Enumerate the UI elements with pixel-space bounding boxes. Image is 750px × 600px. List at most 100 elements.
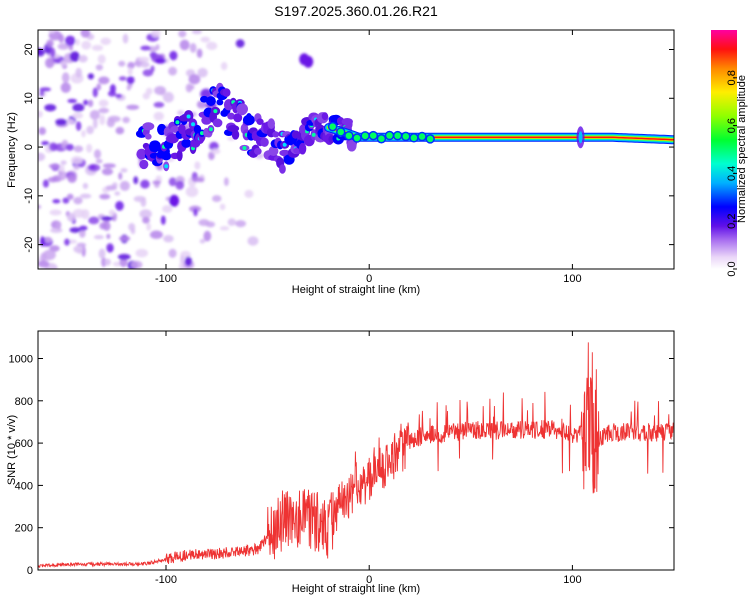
noise-blob [197,67,208,78]
ridge-hot-spot [242,145,247,150]
noise-blob [61,72,70,84]
spectrogram-ytick-label: -20 [23,237,35,253]
noise-blob [79,228,86,238]
snr-xtick-label: 100 [563,574,581,586]
snr-content [38,342,674,569]
noise-blob [153,101,165,108]
noise-blob [133,176,139,185]
track-bead [425,134,435,144]
noise-blob [98,248,106,259]
noise-blob [162,91,174,103]
ridge-blob [205,96,216,106]
noise-blob [154,58,167,64]
noise-blob [149,230,163,239]
noise-blob [91,44,104,51]
noise-blob [126,76,135,85]
ridge-blob [279,164,286,174]
noise-blob [104,258,111,266]
noise-blob [153,111,164,121]
noise-blob [86,143,93,153]
noise-blob [220,61,228,71]
noise-blob [89,164,96,170]
noise-blob [101,168,114,176]
noise-blob [118,235,131,242]
noise-blob [73,145,84,153]
noise-blob [69,51,80,62]
noise-blob [140,61,150,68]
noise-blob [191,177,205,183]
snr-ytick-label: 600 [15,438,33,450]
noise-blob [98,76,110,85]
ridge-hot-spot [199,131,204,136]
noise-blob [73,165,80,171]
noise-blob [139,209,152,219]
track-bead [352,133,362,143]
noise-blob [38,48,45,57]
ridge-blob [142,122,155,131]
noise-blob [59,164,65,173]
snr-frame [37,330,675,571]
colorbar-tick-label: 0.8 [726,70,738,85]
ridge-hot-spot [213,109,218,114]
noise-blob [88,99,94,108]
spectrogram-ridge-blobs [135,82,358,174]
noise-blob [62,197,70,204]
ridge-blob [176,149,183,162]
noise-blob [64,35,76,46]
noise-blob [122,116,130,124]
noise-blob [177,110,185,116]
noise-blob [179,39,190,51]
noise-blob [78,55,88,63]
noise-blob [180,255,185,263]
noise-blob [48,30,56,34]
snr-xtick-label: -100 [155,574,177,586]
noise-blob [55,118,68,126]
colorbar-gradient [711,30,737,269]
ridge-hot-spot [208,127,213,132]
noise-blob [42,179,49,188]
noise-blob [97,54,106,64]
noise-blob [115,126,125,135]
noise-blob [244,189,254,198]
noise-blob [203,230,212,242]
noise-blob [95,64,104,71]
colorbar-tick-label: 0.0 [726,261,738,276]
noise-blob [60,82,71,93]
ridge-blob [212,118,223,128]
ridge-hot-spot [311,132,316,137]
ridge-blob [233,113,243,123]
noise-blob [38,152,46,162]
noise-blob [154,85,166,95]
ridge-blob [298,142,307,155]
noise-blob [75,38,80,46]
noise-blob [60,60,67,67]
noise-blob [57,43,70,50]
noise-blob [127,61,135,70]
noise-blob [211,195,222,202]
noise-blob [56,220,62,231]
disturbance-core [578,131,583,144]
snr-ytick-label: 400 [15,480,33,492]
noise-blob [38,204,42,210]
noise-blob [106,233,111,240]
snr-xtick-label: 0 [366,574,372,586]
track-bead [368,130,379,141]
noise-blob [106,118,115,128]
noise-blob [120,168,128,173]
noise-blob [137,56,150,63]
spectrogram-xtick-label: -100 [155,273,177,285]
noise-blob [107,90,117,97]
noise-blob [40,236,45,247]
spectrogram-xlabel: Height of straight line (km) [292,284,420,296]
noise-blob [168,248,177,258]
noise-blob [118,60,126,67]
noise-blob [38,260,50,268]
snr-ytick-label: 0 [27,565,33,577]
snr-xlabel: Height of straight line (km) [292,583,420,595]
noise-blob [38,127,47,136]
noise-blob [133,61,140,66]
colorbar-tick-label: 0.4 [726,166,738,181]
track-bead [360,131,370,141]
noise-blob [194,161,201,170]
